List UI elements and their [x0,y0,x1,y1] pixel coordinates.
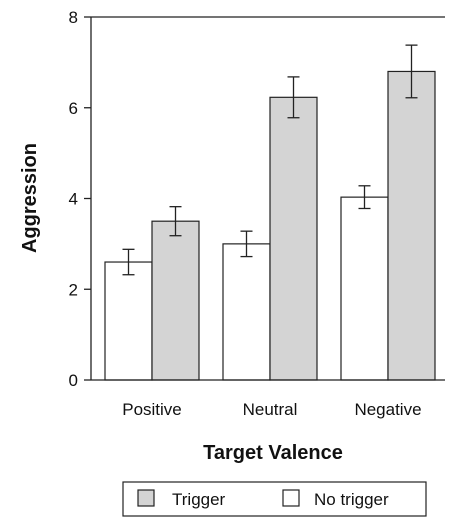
x-tick-label: Neutral [243,400,298,419]
y-axis-title: Aggression [19,143,41,253]
legend-frame [122,481,427,517]
bar [222,243,271,381]
legend-swatch-trigger [137,489,155,507]
x-tick-label: Negative [354,400,421,419]
legend-label-trigger: Trigger [172,490,226,509]
legend: Trigger No trigger [122,481,427,517]
y-axis: 0 2 4 6 8 [69,8,92,390]
bar [269,96,318,381]
x-axis-title: Target Valence [203,442,343,464]
bar [340,196,389,381]
x-axis: Positive Neutral Negative [91,379,445,419]
bar [387,70,436,381]
y-tick-label: 8 [69,8,78,27]
y-tick-label: 6 [69,99,78,118]
bar [151,220,200,381]
y-tick-label: 2 [69,280,78,299]
y-tick-label: 0 [69,371,78,390]
legend-swatch-no-trigger [282,489,300,507]
bar [104,261,153,381]
plot-area [91,16,445,381]
legend-label-no-trigger: No trigger [314,490,389,509]
x-tick-label: Positive [122,400,182,419]
y-tick-label: 4 [69,190,78,209]
